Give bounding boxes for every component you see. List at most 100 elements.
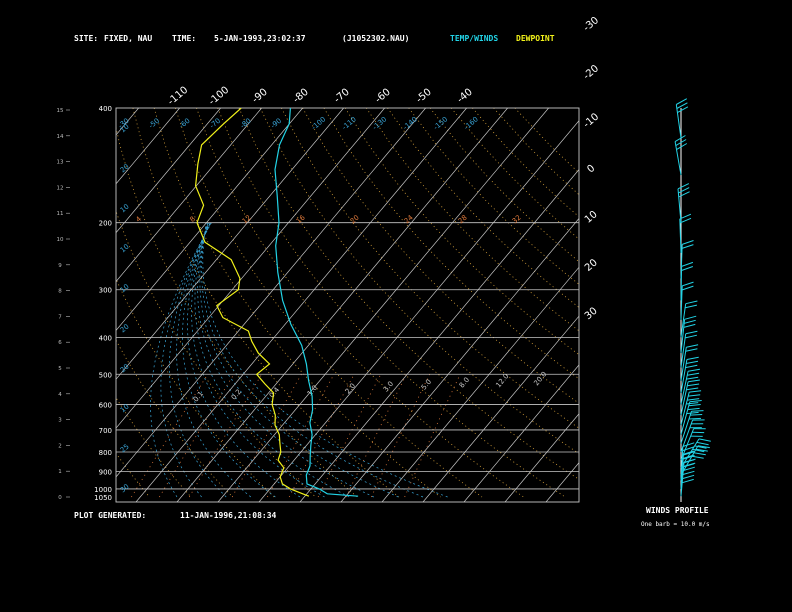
mixing-ratio-line bbox=[371, 374, 431, 498]
axes: 4002003004005006007008009001000105001234… bbox=[57, 15, 602, 503]
isotherms bbox=[0, 108, 579, 502]
dry-adiabat-label: -150 bbox=[432, 115, 449, 131]
isotherm bbox=[463, 364, 579, 502]
wind-barb-flag bbox=[695, 448, 708, 452]
pressure-tick-label: 400 bbox=[99, 105, 112, 113]
dry-adiabat-label: -110 bbox=[341, 115, 358, 131]
wind-barb bbox=[680, 359, 688, 394]
right-temp-label: 10 bbox=[583, 209, 600, 226]
height-tick-label: 2 bbox=[58, 443, 62, 449]
top-temp-label: -110 bbox=[166, 85, 190, 108]
moist-adiabat bbox=[150, 222, 212, 498]
dry-adiabat-label: -80 bbox=[239, 117, 253, 130]
dry-adiabat bbox=[472, 108, 579, 218]
right-temp-label: -20 bbox=[582, 63, 602, 82]
plot-frame bbox=[115, 107, 580, 503]
wind-barb-flag bbox=[682, 240, 694, 245]
wind-barb-flag bbox=[682, 478, 694, 484]
mixing-ratio-line bbox=[288, 374, 355, 498]
wind-barb bbox=[680, 285, 683, 320]
wind-barb bbox=[680, 438, 700, 469]
wind-barb-flag bbox=[687, 398, 700, 401]
wind-barb bbox=[680, 401, 691, 435]
mixing-ratio-lines bbox=[131, 374, 461, 498]
wind-barb-flag bbox=[685, 348, 698, 352]
moist-adiabat bbox=[182, 222, 276, 498]
wind-barb-flag bbox=[675, 139, 687, 147]
wind-barb-flag bbox=[679, 213, 692, 220]
isotherm bbox=[116, 108, 385, 429]
wind-barb-flag bbox=[685, 334, 698, 339]
wind-barb-flag bbox=[687, 383, 700, 387]
wind-barb-flag bbox=[681, 261, 694, 267]
wind-barb bbox=[680, 244, 683, 279]
dry-adiabat bbox=[0, 108, 25, 497]
wind-profile bbox=[674, 98, 711, 502]
right-temp-label: -10 bbox=[582, 111, 602, 130]
wind-barb-flag bbox=[676, 143, 688, 151]
wind-barb-flag bbox=[686, 376, 699, 380]
pressure-tick-label: 500 bbox=[99, 371, 112, 379]
wind-barb-flag bbox=[697, 445, 710, 449]
dry-adiabat-label: -90 bbox=[269, 117, 283, 130]
wind-barb-flag bbox=[677, 106, 689, 114]
wind-barb-flag bbox=[685, 304, 698, 309]
wind-barb bbox=[680, 371, 689, 405]
wind-barb-flag bbox=[688, 368, 700, 372]
mixing-ratio-label: 20 bbox=[349, 214, 361, 226]
left-adiabat-label: 25 bbox=[119, 443, 131, 455]
height-tick-label: 0 bbox=[58, 495, 62, 501]
wind-barb bbox=[674, 141, 682, 176]
dry-adiabat bbox=[153, 108, 441, 498]
wind-barb-flag bbox=[691, 410, 704, 412]
wind-barb-flag bbox=[682, 281, 694, 287]
isotherm bbox=[116, 108, 303, 331]
height-tick-label: 4 bbox=[58, 392, 62, 398]
pressure-tick-label: 700 bbox=[99, 427, 112, 435]
left-adiabat-label: 10 bbox=[119, 123, 131, 135]
moist-adiabat bbox=[160, 222, 212, 498]
moist-adiabat bbox=[197, 222, 374, 498]
wind-barb bbox=[680, 454, 684, 489]
right-temp-label: 0 bbox=[585, 163, 597, 176]
isotherm bbox=[422, 315, 579, 502]
wind-barb bbox=[677, 188, 682, 223]
dry-adiabat-label: -70 bbox=[208, 117, 222, 130]
wind-barb bbox=[679, 218, 682, 253]
right-temp-label: -30 bbox=[581, 15, 601, 34]
height-tick-label: 9 bbox=[58, 263, 62, 269]
top-temp-label: -40 bbox=[455, 87, 475, 106]
mixing-ratio-label: 4 bbox=[134, 215, 143, 224]
wind-barb-flag bbox=[676, 98, 688, 105]
isotherm bbox=[176, 108, 508, 502]
mixing-ratio-line bbox=[159, 374, 235, 498]
plot-generated-label: PLOT GENERATED: bbox=[74, 511, 147, 520]
pressure-tick-label: 800 bbox=[99, 449, 112, 457]
isobars bbox=[116, 222, 579, 490]
temp-winds-legend: TEMP/WINDS bbox=[450, 34, 499, 43]
isotherm bbox=[116, 108, 344, 380]
height-tick-label: 14 bbox=[57, 134, 64, 140]
wind-barb bbox=[680, 445, 699, 476]
moist-adiabat bbox=[199, 222, 399, 498]
right-temp-label: 30 bbox=[583, 306, 600, 323]
top-temp-label: -80 bbox=[291, 87, 311, 106]
wind-barb-flag bbox=[676, 102, 688, 109]
moist-adiabat bbox=[176, 222, 252, 498]
height-tick-label: 1 bbox=[58, 469, 62, 475]
moist-adiabat bbox=[187, 222, 301, 498]
wind-barb-flag bbox=[683, 451, 696, 456]
left-adiabat-label: 10 bbox=[119, 403, 131, 415]
time-label: TIME: bbox=[172, 34, 197, 43]
dry-adiabat-label: -50 bbox=[147, 117, 161, 130]
isotherm bbox=[0, 108, 98, 502]
wind-barb bbox=[675, 104, 682, 139]
pressure-tick-label: 200 bbox=[99, 220, 112, 228]
moist-adiabat-label: 12.0 bbox=[494, 372, 510, 389]
wind-barb bbox=[680, 347, 687, 381]
wind-barb-flag bbox=[688, 394, 701, 397]
isotherm bbox=[340, 217, 579, 502]
mixing-ratio-label: 28 bbox=[457, 214, 469, 226]
wind-barb-flag bbox=[698, 438, 711, 442]
wind-barb-flag bbox=[689, 400, 702, 403]
